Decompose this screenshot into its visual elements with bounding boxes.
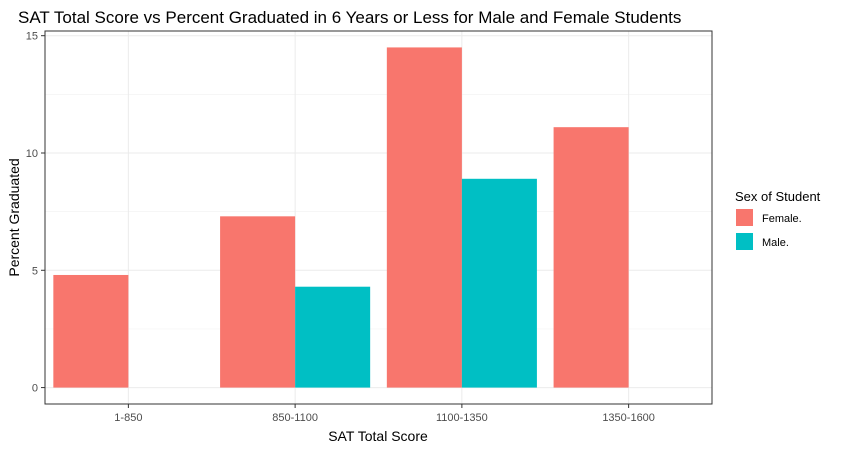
y-tick-label: 10 — [26, 148, 38, 160]
bar-male-850-1100 — [295, 286, 371, 388]
legend-title: Sex of Student — [735, 189, 821, 204]
bar-male-1100-1350 — [461, 178, 537, 388]
bar-female-1-850 — [53, 274, 129, 388]
y-axis-title: Percent Graduated — [6, 158, 22, 276]
x-tick-label: 1-850 — [114, 412, 142, 424]
bar-female-1350-1600 — [553, 127, 629, 388]
y-axis: 0 5 10 15 — [26, 31, 45, 395]
y-tick-label: 0 — [32, 383, 38, 395]
legend-label: Male. — [762, 237, 789, 249]
legend-swatch-female — [736, 209, 753, 226]
y-tick-label: 15 — [26, 31, 38, 43]
bars — [53, 47, 629, 388]
y-tick-label: 5 — [32, 265, 38, 277]
chart-title: SAT Total Score vs Percent Graduated in … — [18, 8, 681, 27]
bar-female-1100-1350 — [386, 47, 462, 388]
legend: Sex of Student Female. Male. — [735, 189, 821, 250]
legend-label: Female. — [762, 213, 802, 225]
x-axis-title: SAT Total Score — [328, 428, 428, 444]
bar-female-850-1100 — [220, 216, 296, 388]
x-tick-label: 1350-1600 — [602, 412, 655, 424]
x-axis: 1-850 850-1100 1100-1350 1350-1600 — [114, 404, 655, 424]
plot-panel-border — [44, 30, 713, 405]
x-tick-label: 850-1100 — [272, 412, 318, 424]
legend-swatch-male — [736, 233, 753, 250]
x-tick-label: 1100-1350 — [436, 412, 488, 424]
legend-items: Female. Male. — [736, 209, 802, 250]
